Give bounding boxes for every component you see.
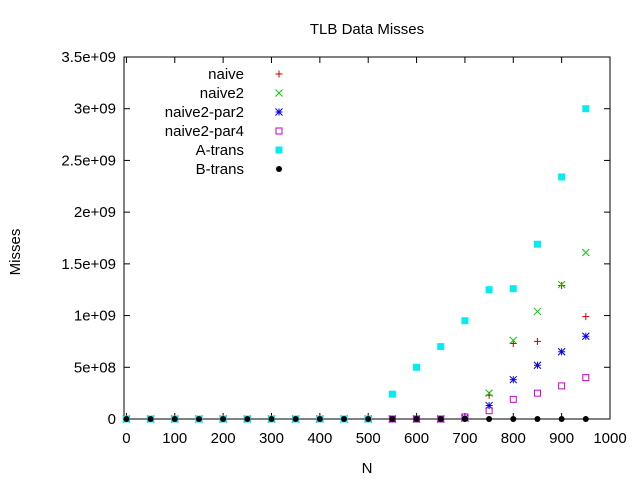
x-tick-label: 500 (356, 430, 381, 447)
data-point (510, 416, 517, 422)
data-point (582, 105, 590, 113)
data-points (122, 105, 590, 423)
y-tick-label: 0 (108, 411, 116, 428)
data-point (533, 389, 541, 397)
data-point (244, 416, 251, 422)
legend-marker (276, 166, 282, 172)
data-point (582, 313, 590, 321)
x-tick-label: 300 (259, 430, 284, 447)
data-point (509, 395, 517, 403)
y-tick-label: 2e+09 (74, 204, 116, 221)
legend-label: B-trans (196, 161, 244, 178)
data-point (509, 375, 518, 384)
y-tick-label: 5e+08 (74, 359, 116, 376)
x-tick-label: 0 (122, 430, 130, 447)
x-tick-label: 100 (162, 430, 187, 447)
legend-marker (275, 127, 283, 135)
data-point (388, 390, 396, 398)
data-point (581, 332, 590, 341)
series-naive2-par4 (122, 374, 590, 423)
y-tick-label: 2.5e+09 (61, 152, 116, 169)
y-axis-label: Misses (7, 229, 24, 276)
data-point (581, 248, 590, 257)
data-point (316, 416, 323, 422)
x-tick-label: 600 (404, 430, 429, 447)
chart-title: TLB Data Misses (310, 21, 424, 38)
legend-marker (275, 70, 283, 78)
x-axis-label: N (362, 460, 373, 477)
data-point (509, 336, 518, 345)
data-point (365, 416, 372, 422)
axis-ticks: 0 5e+08 1e+09 1.5e+09 2e+09 2.5e+09 3e+09 3.5e+… (61, 49, 626, 447)
data-point (195, 416, 202, 422)
data-point (533, 361, 542, 370)
data-point (582, 374, 590, 382)
legend: naive naive2 naive2-par2 naive2-par4 A-trans… (165, 66, 283, 178)
data-point (558, 282, 566, 290)
legend-label: naive2-par4 (165, 123, 244, 140)
data-point (558, 173, 566, 181)
series-naive2-par2 (122, 332, 590, 423)
data-point (147, 416, 154, 422)
data-point (437, 416, 444, 422)
data-point (485, 286, 493, 294)
y-tick-label: 1e+09 (74, 308, 116, 325)
x-tick-label: 900 (549, 430, 574, 447)
data-point (533, 337, 541, 345)
data-point (557, 347, 566, 356)
x-tick-label: 200 (211, 430, 236, 447)
data-point (341, 416, 348, 422)
data-point (558, 416, 565, 422)
data-point (437, 343, 445, 351)
x-tick-label: 1000 (593, 430, 626, 447)
series-naive2 (122, 248, 590, 423)
legend-marker (275, 108, 283, 116)
legend-label: A-trans (196, 142, 244, 159)
data-point (485, 407, 493, 415)
y-tick-label: 1.5e+09 (61, 256, 116, 273)
data-point (534, 416, 541, 422)
y-tick-label: 3e+09 (74, 101, 116, 118)
x-tick-label: 800 (501, 430, 526, 447)
data-point (413, 363, 421, 371)
series-A-trans (122, 105, 590, 423)
data-point (509, 339, 517, 347)
data-point (389, 416, 396, 422)
series-naive (122, 282, 590, 423)
data-point (268, 416, 275, 422)
data-point (171, 416, 178, 422)
data-point (123, 416, 130, 422)
data-point (485, 389, 493, 397)
data-point (558, 382, 566, 390)
legend-marker (275, 89, 283, 97)
data-point (292, 416, 299, 422)
data-point (486, 416, 493, 422)
data-point (413, 416, 420, 422)
x-tick-label: 400 (307, 430, 332, 447)
legend-marker (275, 146, 283, 154)
data-point (533, 240, 541, 248)
y-tick-label: 3.5e+09 (61, 49, 116, 66)
legend-label: naive2-par2 (165, 104, 244, 121)
data-point (582, 416, 589, 422)
legend-label: naive2 (200, 85, 244, 102)
data-point (461, 317, 469, 325)
data-point (509, 285, 517, 293)
data-point (461, 416, 468, 422)
x-tick-label: 700 (452, 430, 477, 447)
series-B-trans (123, 416, 589, 422)
data-point (533, 307, 542, 316)
data-point (557, 280, 566, 289)
data-point (220, 416, 227, 422)
legend-label: naive (208, 66, 244, 83)
